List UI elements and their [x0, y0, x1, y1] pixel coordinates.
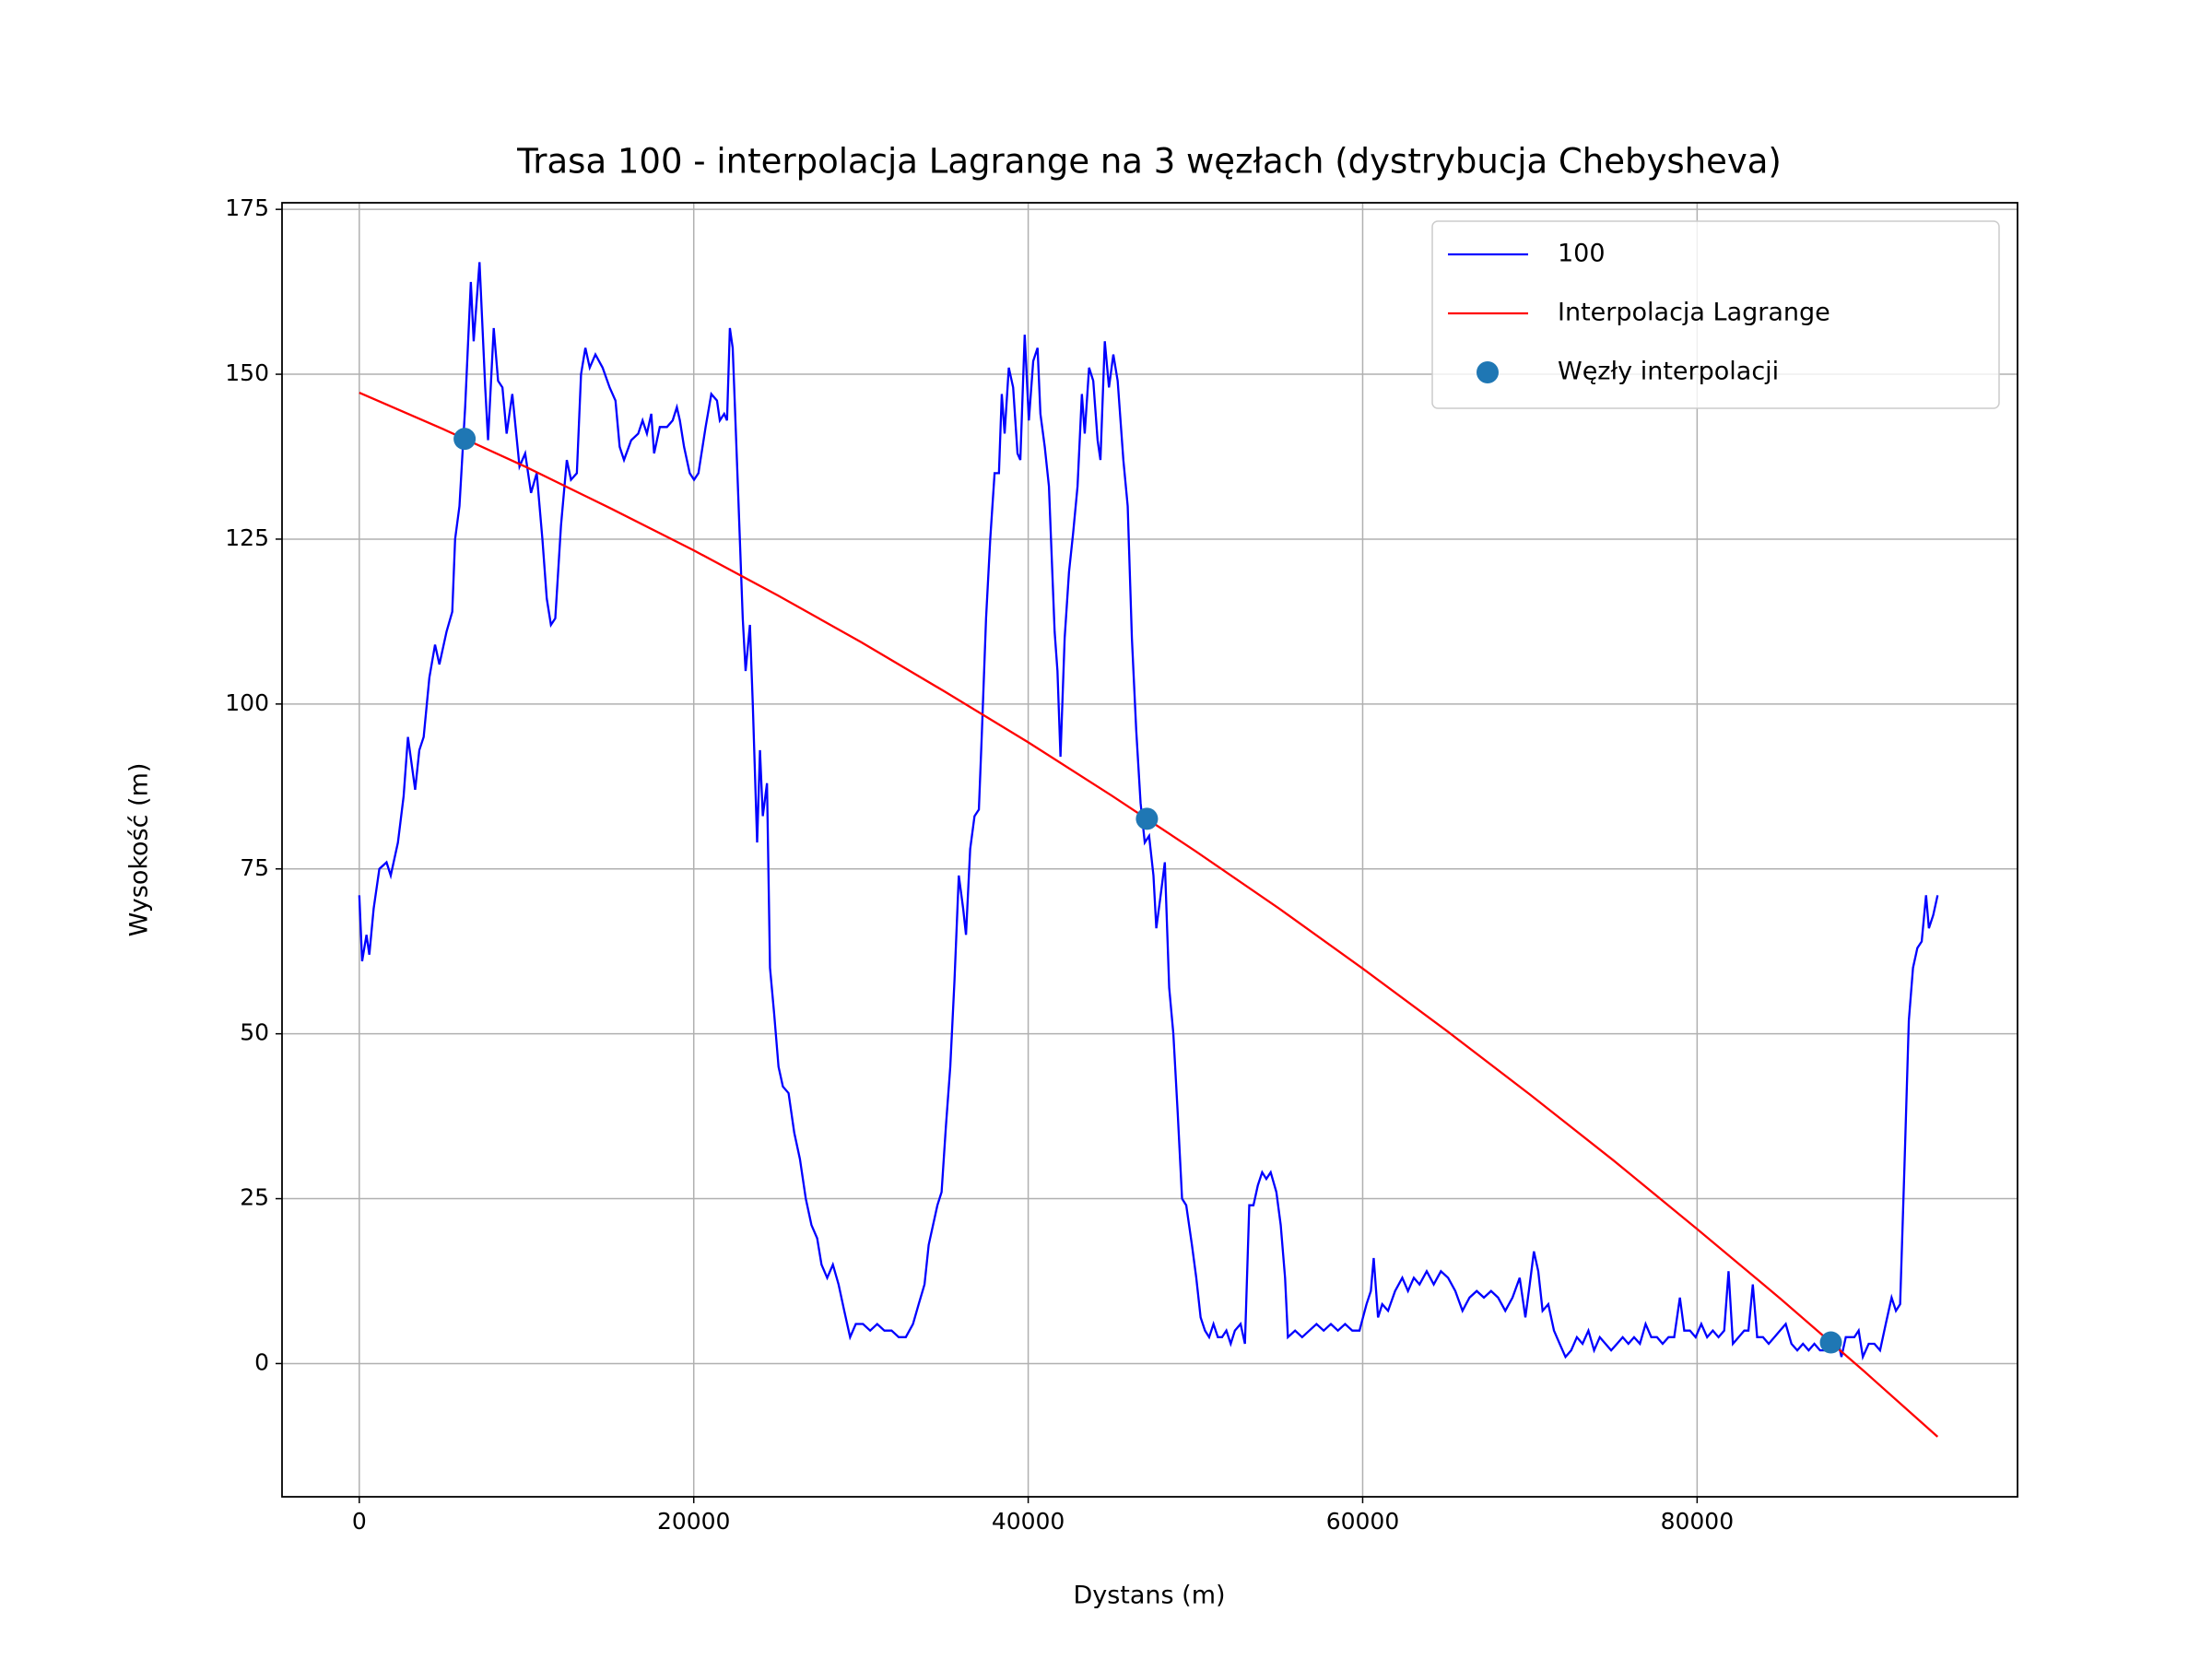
x-tick-label: 20000 [657, 1508, 731, 1535]
x-axis-label: Dystans (m) [1073, 1582, 1225, 1610]
y-tick-label: 75 [240, 854, 269, 881]
legend-label: Węzły interpolacji [1558, 358, 1779, 386]
legend-marker [1477, 361, 1499, 383]
node-point [1135, 807, 1159, 830]
y-tick-label: 125 [225, 524, 269, 551]
y-tick-label: 0 [254, 1348, 269, 1375]
legend-label: 100 [1558, 240, 1606, 268]
legend-label: Interpolacja Lagrange [1558, 299, 1830, 327]
x-tick-label: 60000 [1326, 1508, 1400, 1535]
y-tick-label: 100 [225, 689, 269, 716]
x-tick-label: 0 [352, 1508, 367, 1535]
legend: 100 Interpolacja Lagrange Węzły interpolac… [1431, 220, 2000, 409]
x-tick-label: 40000 [992, 1508, 1065, 1535]
y-tick-label: 50 [240, 1019, 269, 1046]
y-tick-label: 175 [225, 194, 269, 221]
y-tick-label: 150 [225, 359, 269, 386]
chart-title: Trasa 100 - interpolacja Lagrange na 3 w… [516, 142, 1782, 182]
y-tick-label: 25 [240, 1184, 269, 1211]
node-point [453, 428, 477, 451]
data-line [358, 262, 1939, 1361]
legend-box [1431, 220, 2000, 409]
y-axis-label: Wysokość (m) [125, 763, 154, 937]
axes-frame [281, 202, 2018, 1498]
node-point [1819, 1331, 1842, 1354]
data-line [359, 392, 1939, 1438]
x-tick-label: 80000 [1661, 1508, 1735, 1535]
